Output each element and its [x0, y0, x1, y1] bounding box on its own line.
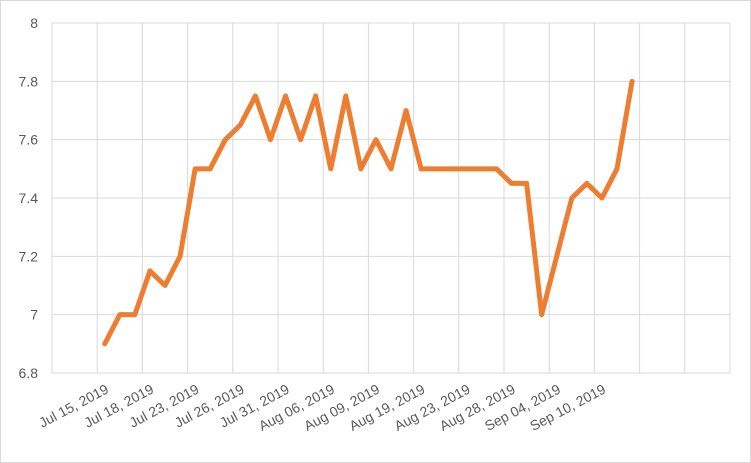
y-tick-label: 6.8 [19, 365, 39, 381]
y-tick-label: 8 [30, 15, 38, 31]
y-tick-label: 7.8 [19, 73, 39, 89]
y-tick-label: 7.2 [19, 248, 39, 264]
y-tick-label: 7.4 [19, 190, 39, 206]
y-tick-label: 7 [30, 307, 38, 323]
line [102, 78, 635, 347]
y-tick-label: 7.6 [19, 132, 39, 148]
